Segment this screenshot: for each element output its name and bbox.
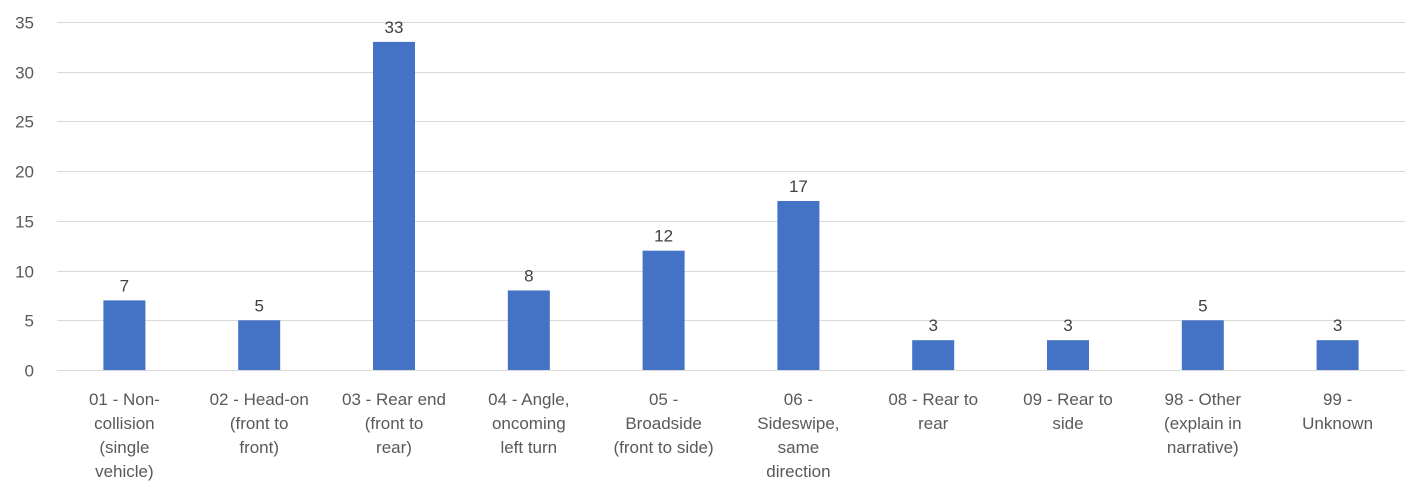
x-category-label: 08 - Rear to rear — [888, 390, 978, 433]
data-label: 3 — [1333, 316, 1342, 335]
x-category-label-line: vehicle) — [95, 462, 154, 481]
x-category-label-line: 08 - Rear to — [888, 390, 978, 409]
y-tick-label: 20 — [15, 163, 34, 182]
data-label: 3 — [1063, 316, 1072, 335]
y-tick-label: 5 — [25, 312, 34, 331]
bars — [103, 41, 1359, 371]
y-tick-label: 30 — [15, 64, 34, 83]
bar — [1047, 340, 1089, 370]
x-category-label-line: 01 - Non- — [89, 390, 160, 409]
x-category-label-line: 99 - — [1323, 390, 1352, 409]
x-axis-category-labels: 01 - Non-collision (single vehicle) 02 - He… — [89, 390, 1373, 481]
x-category-label-line: front) — [239, 438, 279, 457]
bar — [642, 250, 685, 370]
gridlines — [57, 22, 1405, 371]
x-category-label: 09 - Rear to side — [1023, 390, 1113, 433]
x-category-label-line: left turn — [500, 438, 557, 457]
data-label: 3 — [928, 316, 937, 335]
x-category-label: 05 - Broadside (front to side) — [614, 390, 714, 457]
x-category-label-line: 02 - Head-on — [210, 390, 309, 409]
data-label: 8 — [524, 266, 533, 285]
bar — [507, 290, 550, 370]
y-tick-label: 0 — [25, 362, 34, 381]
bar — [1316, 340, 1359, 370]
data-label: 33 — [385, 18, 404, 37]
x-category-label: 06 - Sideswipe, same direction — [757, 390, 839, 481]
x-category-label-line: oncoming — [492, 414, 566, 433]
bar — [373, 41, 415, 371]
x-category-label-line: rear — [918, 414, 949, 433]
bar — [238, 320, 281, 370]
x-category-label-line: same — [778, 438, 820, 457]
y-axis-tick-labels: 0 5 10 15 20 25 30 35 — [15, 14, 34, 381]
data-label: 5 — [254, 296, 263, 315]
y-tick-label: 25 — [15, 113, 34, 132]
x-category-label-line: (single — [99, 438, 149, 457]
x-category-label: 03 - Rear end (front to rear) — [342, 390, 446, 457]
x-category-label-line: direction — [766, 462, 830, 481]
bar — [777, 200, 820, 370]
bar — [1181, 320, 1224, 370]
x-category-label-line: 06 - — [784, 390, 813, 409]
y-tick-label: 10 — [15, 263, 34, 282]
x-category-label-line: (front to — [230, 414, 289, 433]
x-category-label-line: rear) — [376, 438, 412, 457]
bar — [912, 340, 955, 370]
x-category-label-line: 05 - — [649, 390, 678, 409]
x-category-label-line: (explain in — [1164, 414, 1242, 433]
x-category-label-line: collision — [94, 414, 154, 433]
data-label: 5 — [1198, 296, 1207, 315]
x-category-label: 98 - Other (explain in narrative) — [1164, 390, 1242, 457]
x-category-label-line: side — [1052, 414, 1083, 433]
bar — [103, 300, 146, 370]
y-tick-label: 35 — [15, 14, 34, 33]
x-category-label-line: (front to — [365, 414, 424, 433]
x-category-label-line: (front to side) — [614, 438, 714, 457]
data-label: 12 — [654, 227, 673, 246]
x-category-label: 02 - Head-on (front to front) — [210, 390, 309, 457]
x-category-label-line: 04 - Angle, — [488, 390, 569, 409]
x-category-label-line: Broadside — [625, 414, 702, 433]
x-category-label-line: 03 - Rear end — [342, 390, 446, 409]
x-category-label-line: narrative) — [1167, 438, 1239, 457]
x-category-label-line: 09 - Rear to — [1023, 390, 1113, 409]
x-category-label: 99 - Unknown — [1302, 390, 1373, 433]
data-label: 7 — [120, 276, 129, 295]
x-category-label: 01 - Non-collision (single vehicle) — [89, 390, 160, 481]
y-tick-label: 15 — [15, 213, 34, 232]
x-category-label-line: Sideswipe, — [757, 414, 839, 433]
data-label: 17 — [789, 177, 808, 196]
x-category-label: 04 - Angle, oncoming left turn — [488, 390, 569, 457]
x-category-label-line: Unknown — [1302, 414, 1373, 433]
x-category-label-line: 98 - Other — [1165, 390, 1242, 409]
